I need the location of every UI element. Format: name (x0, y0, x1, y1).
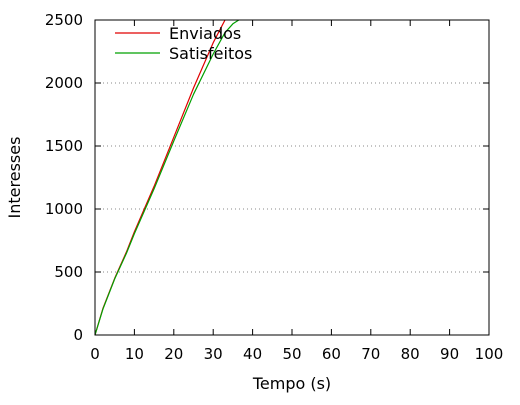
grid-lines (95, 82, 489, 273)
x-tick-label: 60 (322, 345, 341, 363)
x-tick-label: 90 (440, 345, 459, 363)
y-tick-label: 2000 (45, 74, 83, 92)
series-lines (94, 19, 240, 336)
x-tick-label: 20 (164, 345, 183, 363)
series-line-enviados (94, 19, 226, 336)
y-tick-label: 0 (73, 326, 83, 344)
legend-label-satisfeitos: Satisfeitos (169, 44, 252, 63)
x-tick-label: 70 (361, 345, 380, 363)
legend-label-enviados: Enviados (169, 24, 241, 43)
x-tick-label: 30 (204, 345, 223, 363)
y-axis-label: Interesses (5, 137, 24, 219)
x-tick-label: 10 (125, 345, 144, 363)
y-tick-label: 2500 (45, 11, 83, 29)
x-tick-label: 0 (90, 345, 100, 363)
x-tick-label: 40 (243, 345, 262, 363)
y-tick-label: 1500 (45, 137, 83, 155)
x-tick-label: 100 (475, 345, 504, 363)
x-axis-label: Tempo (s) (252, 374, 331, 393)
y-tick-label: 500 (54, 263, 83, 281)
x-tick-label: 80 (401, 345, 420, 363)
x-tick-label: 50 (282, 345, 301, 363)
series-line-satisfeitos (94, 19, 240, 336)
y-tick-label: 1000 (45, 200, 83, 218)
plot-area-frame (94, 19, 490, 336)
axis-ticks: 0 500 1000 1500 2000 2500 0 10 20 30 40 50 60 70 80 90 1… (45, 11, 504, 363)
